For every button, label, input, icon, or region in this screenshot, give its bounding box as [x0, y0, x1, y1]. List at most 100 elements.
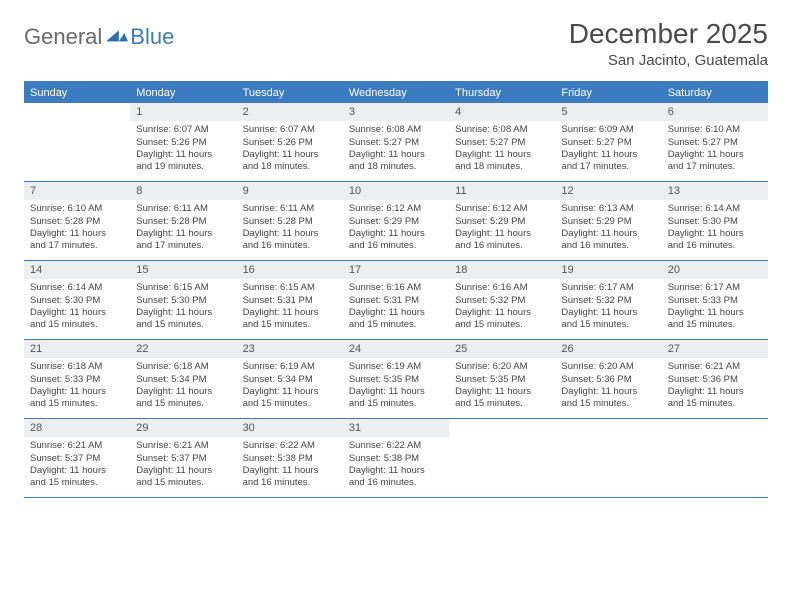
calendar-cell: 20Sunrise: 6:17 AMSunset: 5:33 PMDayligh…: [662, 261, 768, 339]
day-number: 15: [130, 261, 236, 279]
cell-body: Sunrise: 6:08 AMSunset: 5:27 PMDaylight:…: [343, 121, 449, 179]
calendar-cell: 16Sunrise: 6:15 AMSunset: 5:31 PMDayligh…: [237, 261, 343, 339]
sunrise-text: Sunrise: 6:20 AM: [455, 361, 549, 373]
calendar-cell: 2Sunrise: 6:07 AMSunset: 5:26 PMDaylight…: [237, 103, 343, 181]
daylight-text: Daylight: 11 hours and 15 minutes.: [30, 386, 124, 411]
sunset-text: Sunset: 5:27 PM: [668, 137, 762, 149]
sunrise-text: Sunrise: 6:11 AM: [136, 203, 230, 215]
sunrise-text: Sunrise: 6:21 AM: [136, 440, 230, 452]
day-number: 27: [662, 340, 768, 358]
day-number: 21: [24, 340, 130, 358]
day-number: 5: [555, 103, 661, 121]
calendar: SundayMondayTuesdayWednesdayThursdayFrid…: [24, 81, 768, 498]
calendar-cell: 30Sunrise: 6:22 AMSunset: 5:38 PMDayligh…: [237, 419, 343, 497]
day-number: 14: [24, 261, 130, 279]
sunset-text: Sunset: 5:27 PM: [455, 137, 549, 149]
sunset-text: Sunset: 5:32 PM: [561, 295, 655, 307]
cell-body: Sunrise: 6:16 AMSunset: 5:32 PMDaylight:…: [449, 279, 555, 337]
cell-body: Sunrise: 6:22 AMSunset: 5:38 PMDaylight:…: [237, 437, 343, 495]
calendar-cell: 28Sunrise: 6:21 AMSunset: 5:37 PMDayligh…: [24, 419, 130, 497]
calendar-cell: [555, 419, 661, 497]
cell-body: Sunrise: 6:17 AMSunset: 5:32 PMDaylight:…: [555, 279, 661, 337]
day-number: 11: [449, 182, 555, 200]
day-number: 26: [555, 340, 661, 358]
sunrise-text: Sunrise: 6:17 AM: [668, 282, 762, 294]
daylight-text: Daylight: 11 hours and 17 minutes.: [136, 228, 230, 253]
calendar-cell: 17Sunrise: 6:16 AMSunset: 5:31 PMDayligh…: [343, 261, 449, 339]
daylight-text: Daylight: 11 hours and 15 minutes.: [455, 386, 549, 411]
cell-body: Sunrise: 6:07 AMSunset: 5:26 PMDaylight:…: [130, 121, 236, 179]
day-number: 8: [130, 182, 236, 200]
sunset-text: Sunset: 5:29 PM: [561, 216, 655, 228]
daylight-text: Daylight: 11 hours and 17 minutes.: [668, 149, 762, 174]
calendar-cell: 6Sunrise: 6:10 AMSunset: 5:27 PMDaylight…: [662, 103, 768, 181]
cell-body: Sunrise: 6:14 AMSunset: 5:30 PMDaylight:…: [662, 200, 768, 258]
sunrise-text: Sunrise: 6:19 AM: [243, 361, 337, 373]
cell-body: Sunrise: 6:19 AMSunset: 5:34 PMDaylight:…: [237, 358, 343, 416]
calendar-cell: 11Sunrise: 6:12 AMSunset: 5:29 PMDayligh…: [449, 182, 555, 260]
daylight-text: Daylight: 11 hours and 15 minutes.: [243, 307, 337, 332]
day-header: Thursday: [449, 83, 555, 103]
calendar-cell: 13Sunrise: 6:14 AMSunset: 5:30 PMDayligh…: [662, 182, 768, 260]
sunrise-text: Sunrise: 6:19 AM: [349, 361, 443, 373]
calendar-cell: 3Sunrise: 6:08 AMSunset: 5:27 PMDaylight…: [343, 103, 449, 181]
daylight-text: Daylight: 11 hours and 18 minutes.: [243, 149, 337, 174]
cell-body: Sunrise: 6:15 AMSunset: 5:30 PMDaylight:…: [130, 279, 236, 337]
cell-body: Sunrise: 6:21 AMSunset: 5:37 PMDaylight:…: [130, 437, 236, 495]
daylight-text: Daylight: 11 hours and 16 minutes.: [349, 465, 443, 490]
daylight-text: Daylight: 11 hours and 15 minutes.: [349, 307, 443, 332]
sunrise-text: Sunrise: 6:10 AM: [30, 203, 124, 215]
sunset-text: Sunset: 5:38 PM: [349, 453, 443, 465]
day-number: 7: [24, 182, 130, 200]
sunset-text: Sunset: 5:30 PM: [136, 295, 230, 307]
day-number: 6: [662, 103, 768, 121]
calendar-cell: 29Sunrise: 6:21 AMSunset: 5:37 PMDayligh…: [130, 419, 236, 497]
week-row: 28Sunrise: 6:21 AMSunset: 5:37 PMDayligh…: [24, 419, 768, 498]
calendar-cell: 26Sunrise: 6:20 AMSunset: 5:36 PMDayligh…: [555, 340, 661, 418]
title-block: December 2025 San Jacinto, Guatemala: [569, 18, 768, 69]
daylight-text: Daylight: 11 hours and 15 minutes.: [561, 307, 655, 332]
sunset-text: Sunset: 5:26 PM: [136, 137, 230, 149]
sunset-text: Sunset: 5:28 PM: [243, 216, 337, 228]
calendar-cell: 18Sunrise: 6:16 AMSunset: 5:32 PMDayligh…: [449, 261, 555, 339]
calendar-cell: 10Sunrise: 6:12 AMSunset: 5:29 PMDayligh…: [343, 182, 449, 260]
sunrise-text: Sunrise: 6:22 AM: [349, 440, 443, 452]
day-number: 19: [555, 261, 661, 279]
daylight-text: Daylight: 11 hours and 16 minutes.: [349, 228, 443, 253]
calendar-cell: 19Sunrise: 6:17 AMSunset: 5:32 PMDayligh…: [555, 261, 661, 339]
day-number: 29: [130, 419, 236, 437]
day-number: 10: [343, 182, 449, 200]
sunrise-text: Sunrise: 6:14 AM: [30, 282, 124, 294]
sunrise-text: Sunrise: 6:22 AM: [243, 440, 337, 452]
daylight-text: Daylight: 11 hours and 15 minutes.: [136, 307, 230, 332]
cell-body: Sunrise: 6:12 AMSunset: 5:29 PMDaylight:…: [343, 200, 449, 258]
weeks-container: 1Sunrise: 6:07 AMSunset: 5:26 PMDaylight…: [24, 103, 768, 498]
sunrise-text: Sunrise: 6:07 AM: [243, 124, 337, 136]
sunrise-text: Sunrise: 6:16 AM: [455, 282, 549, 294]
daylight-text: Daylight: 11 hours and 17 minutes.: [561, 149, 655, 174]
sunset-text: Sunset: 5:34 PM: [243, 374, 337, 386]
cell-body: Sunrise: 6:07 AMSunset: 5:26 PMDaylight:…: [237, 121, 343, 179]
day-header: Tuesday: [237, 83, 343, 103]
sunset-text: Sunset: 5:31 PM: [349, 295, 443, 307]
daylight-text: Daylight: 11 hours and 17 minutes.: [30, 228, 124, 253]
calendar-cell: [449, 419, 555, 497]
cell-body: Sunrise: 6:17 AMSunset: 5:33 PMDaylight:…: [662, 279, 768, 337]
calendar-cell: 1Sunrise: 6:07 AMSunset: 5:26 PMDaylight…: [130, 103, 236, 181]
calendar-cell: 12Sunrise: 6:13 AMSunset: 5:29 PMDayligh…: [555, 182, 661, 260]
sunset-text: Sunset: 5:27 PM: [349, 137, 443, 149]
calendar-cell: 23Sunrise: 6:19 AMSunset: 5:34 PMDayligh…: [237, 340, 343, 418]
day-header: Friday: [555, 83, 661, 103]
calendar-cell: 5Sunrise: 6:09 AMSunset: 5:27 PMDaylight…: [555, 103, 661, 181]
day-header: Saturday: [662, 83, 768, 103]
daylight-text: Daylight: 11 hours and 15 minutes.: [136, 386, 230, 411]
brand-part2: Blue: [130, 24, 174, 50]
sunrise-text: Sunrise: 6:12 AM: [349, 203, 443, 215]
calendar-cell: 15Sunrise: 6:15 AMSunset: 5:30 PMDayligh…: [130, 261, 236, 339]
calendar-cell: [24, 103, 130, 181]
sunset-text: Sunset: 5:29 PM: [349, 216, 443, 228]
sunrise-text: Sunrise: 6:16 AM: [349, 282, 443, 294]
daylight-text: Daylight: 11 hours and 19 minutes.: [136, 149, 230, 174]
sunset-text: Sunset: 5:31 PM: [243, 295, 337, 307]
sunrise-text: Sunrise: 6:13 AM: [561, 203, 655, 215]
